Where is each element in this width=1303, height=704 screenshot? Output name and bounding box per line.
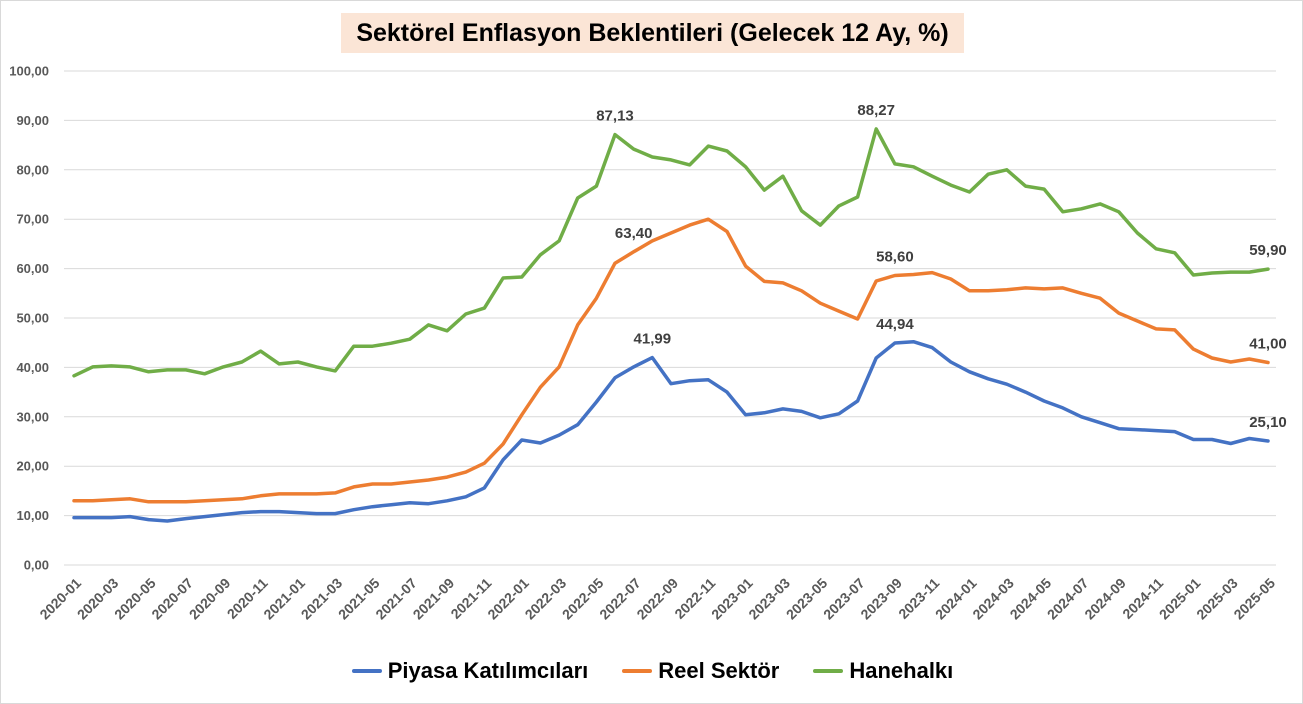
chart-title: Sektörel Enflasyon Beklentileri (Gelecek… bbox=[341, 13, 964, 53]
legend: Piyasa Katılımcıları Reel Sektör Hanehal… bbox=[1, 656, 1302, 686]
data-label: 63,40 bbox=[615, 225, 653, 242]
y-tick-label: 100,00 bbox=[9, 64, 49, 79]
legend-label: Hanehalkı bbox=[849, 658, 954, 683]
y-tick-label: 30,00 bbox=[16, 409, 49, 424]
data-label: 59,90 bbox=[1249, 242, 1287, 259]
legend-label: Reel Sektör bbox=[658, 658, 780, 683]
legend-item-reel-sektor: Reel Sektör bbox=[622, 658, 779, 684]
series-lines bbox=[72, 127, 1270, 523]
x-tick-label: 2020-09 bbox=[186, 575, 234, 623]
data-label: 41,00 bbox=[1249, 336, 1287, 353]
x-tick-label: 2025-05 bbox=[1230, 575, 1278, 623]
x-tick-label: 2022-09 bbox=[633, 575, 681, 623]
data-label: 25,10 bbox=[1249, 414, 1287, 431]
y-tick-label: 90,00 bbox=[16, 113, 49, 128]
legend-label: Piyasa Katılımcıları bbox=[387, 658, 589, 683]
y-axis: 0,00 10,00 20,00 30,00 40,00 50,00 60,00 70,00 8… bbox=[9, 64, 49, 573]
y-tick-label: 70,00 bbox=[16, 212, 49, 227]
y-tick-label: 80,00 bbox=[16, 162, 49, 177]
gridlines bbox=[64, 70, 1276, 566]
series-line bbox=[72, 217, 1270, 504]
y-tick-label: 60,00 bbox=[16, 261, 49, 276]
x-tick-label: 2024-09 bbox=[1081, 575, 1129, 623]
y-tick-label: 10,00 bbox=[16, 508, 49, 523]
legend-line-marker bbox=[351, 669, 382, 673]
data-label: 58,60 bbox=[876, 249, 914, 266]
x-tick-label: 2021-09 bbox=[410, 575, 458, 623]
data-label: 87,13 bbox=[596, 108, 634, 125]
data-label: 41,99 bbox=[634, 331, 672, 348]
data-labels: 41,99 44,94 25,10 63,40 58,60 41,00 87,13 88,27… bbox=[596, 102, 1287, 431]
legend-item-piyasa-katilimcilari: Piyasa Katılımcıları bbox=[351, 658, 589, 684]
legend-line-marker bbox=[622, 669, 653, 673]
data-label: 44,94 bbox=[876, 316, 914, 333]
legend-item-hanehalki: Hanehalkı bbox=[813, 658, 953, 684]
y-tick-label: 50,00 bbox=[16, 311, 49, 326]
x-tick-label: 2023-09 bbox=[857, 575, 905, 623]
legend-line-marker bbox=[813, 669, 844, 673]
y-tick-label: 0,00 bbox=[24, 558, 49, 573]
series-line bbox=[72, 339, 1270, 523]
data-label: 88,27 bbox=[857, 102, 895, 119]
y-tick-label: 20,00 bbox=[16, 459, 49, 474]
series-line bbox=[72, 127, 1270, 378]
y-tick-label: 40,00 bbox=[16, 360, 49, 375]
x-axis: 2020-012020-032020-052020-072020-092020-… bbox=[36, 575, 1278, 623]
